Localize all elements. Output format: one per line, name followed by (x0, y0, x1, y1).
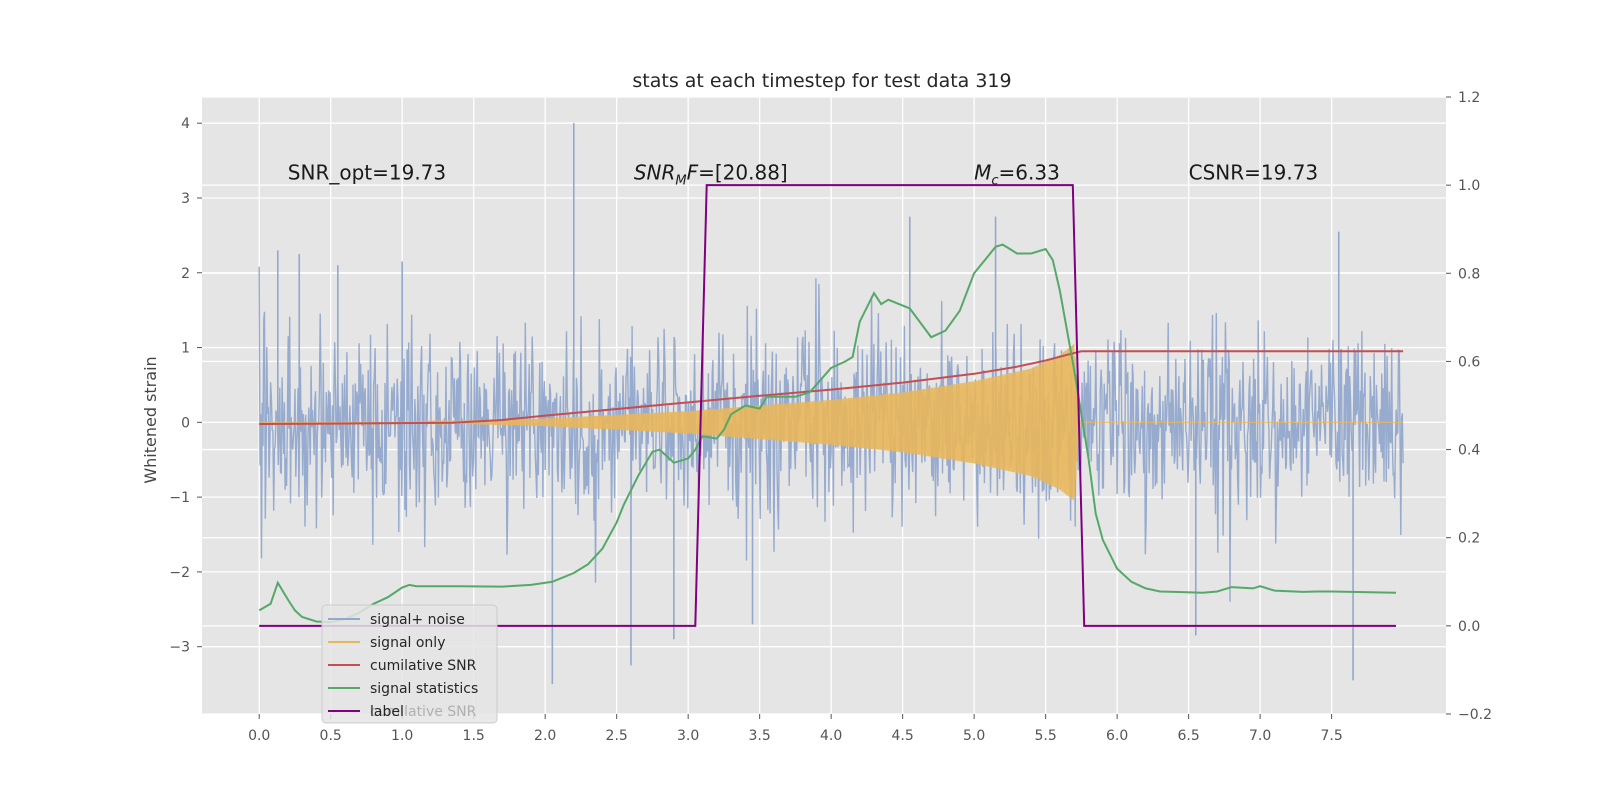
x-tick-label: 3.5 (749, 728, 771, 744)
x-tick-label: 1.5 (463, 728, 485, 744)
legend: cumilative SNR signal+ noise signal only cu… (321, 604, 498, 724)
y-tick-label: 3 (181, 191, 190, 207)
x-tick-label: 0.0 (248, 728, 270, 744)
left-y-axis: 4 3 2 1 0 −1 −2 −3 (169, 116, 202, 656)
x-tick-label: 6.0 (1106, 728, 1128, 744)
y2-tick-label: 1.0 (1458, 178, 1480, 194)
x-tick-label: 4.0 (820, 728, 842, 744)
x-tick-label: 5.5 (1034, 728, 1056, 744)
y-tick-label: −2 (169, 565, 190, 581)
series-signal-noise (258, 123, 1404, 685)
annotations: SNR_opt=19.73 SNRMF=[20.88] Mc=6.33 CSNR=19… (288, 160, 1318, 188)
chart-title: stats at each timestep for test data 319 (632, 70, 1011, 92)
x-axis: 0.0 0.5 1.0 1.5 2.0 2.5 3.0 3.5 4.0 4.5 5.0 5.5 6.0 6… (248, 714, 1343, 744)
series-signal-only (259, 343, 1404, 501)
annotation-snr-opt: SNR_opt=19.73 (288, 160, 446, 184)
legend-label: signal+ noise (370, 612, 465, 628)
y-tick-label: 1 (181, 341, 190, 357)
x-tick-label: 6.5 (1177, 728, 1199, 744)
y2-tick-label: 0.8 (1458, 266, 1480, 282)
y-tick-label: 2 (181, 266, 190, 282)
y2-tick-label: 0.2 (1458, 531, 1480, 547)
annotation-chirp-mass: Mc=6.33 (974, 160, 1060, 188)
y-tick-label: 4 (181, 116, 190, 132)
x-tick-label: 2.0 (534, 728, 556, 744)
x-tick-label: 1.0 (391, 728, 413, 744)
series-layer (258, 123, 1404, 685)
x-tick-label: 2.5 (606, 728, 628, 744)
annotation-csnr: CSNR=19.73 (1189, 160, 1319, 184)
x-tick-label: 4.5 (892, 728, 914, 744)
legend-box (321, 604, 498, 724)
y2-tick-label: −0.2 (1458, 707, 1492, 723)
legend-label: cumilative SNR (370, 658, 477, 674)
x-tick-label: 7.5 (1320, 728, 1342, 744)
y-tick-label: −3 (169, 640, 190, 656)
chirp-trace (259, 343, 1404, 501)
annotation-snr-mf: SNRMF=[20.88] (634, 160, 788, 188)
legend-label: signal only (370, 635, 445, 651)
x-tick-label: 7.0 (1249, 728, 1271, 744)
series-signal-statistics (258, 243, 1397, 624)
y2-tick-label: 0.6 (1458, 354, 1480, 370)
y2-tick-label: 0.0 (1458, 619, 1480, 635)
y-axis-label: Whitened strain (141, 356, 160, 483)
y-tick-label: −1 (169, 490, 190, 506)
right-y-axis: 1.2 1.0 0.8 0.6 0.4 0.2 0.0 −0.2 (1446, 90, 1492, 723)
series-cumilative-snr (259, 350, 1404, 425)
legend-label: label (370, 704, 404, 720)
legend-ghost-text: cumilative SNR (370, 704, 477, 720)
x-tick-label: 3.0 (677, 728, 699, 744)
series-label (259, 184, 1396, 627)
y2-tick-label: 1.2 (1458, 90, 1480, 106)
x-tick-label: 0.5 (320, 728, 342, 744)
noise-trace (258, 266, 1404, 602)
legend-label: signal statistics (370, 681, 478, 697)
y-tick-label: 0 (181, 415, 190, 431)
x-tick-label: 5.0 (963, 728, 985, 744)
y2-tick-label: 0.4 (1458, 443, 1480, 459)
